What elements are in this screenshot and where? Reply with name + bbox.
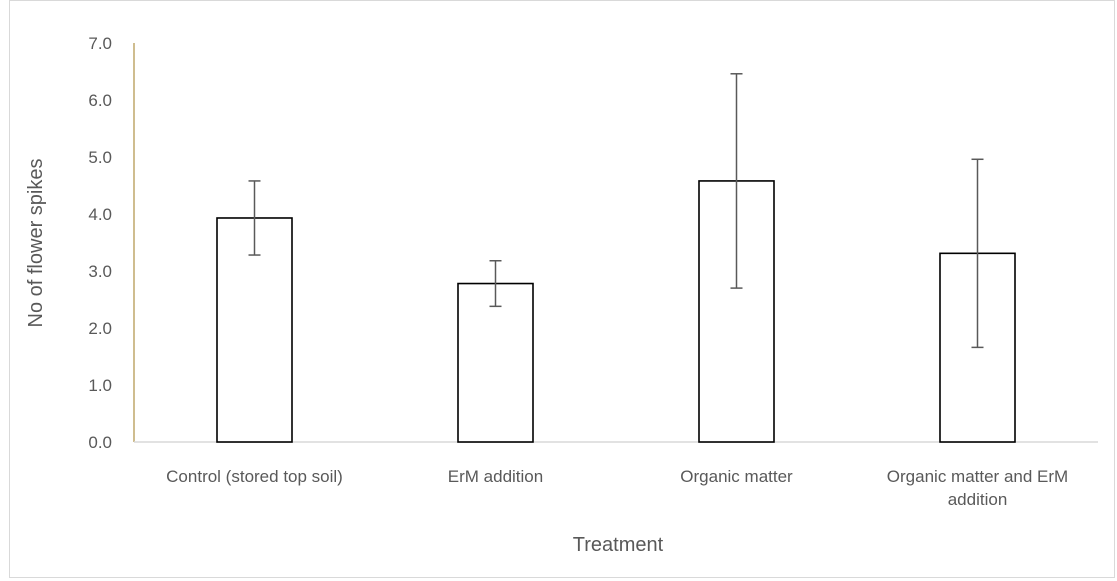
y-axis-title: No of flower spikes (25, 159, 47, 328)
category-label: Organic matter (680, 467, 793, 486)
bar (457, 282, 534, 443)
error-bar (730, 73, 743, 289)
y-tick-label: 0.0 (88, 433, 112, 452)
y-tick-label: 1.0 (88, 376, 112, 395)
category-label: Organic matter and ErM addition (887, 467, 1068, 509)
category-label: ErM addition (448, 467, 543, 486)
y-tick-label: 6.0 (88, 91, 112, 110)
y-tick-label: 3.0 (88, 262, 112, 281)
y-tick-label: 2.0 (88, 319, 112, 338)
x-axis-title: Treatment (573, 534, 664, 556)
error-bar (248, 180, 261, 256)
y-tick-label: 4.0 (88, 205, 112, 224)
chart-frame: 0.0 1.0 2.0 3.0 4.0 5.0 6.0 7.0 Control (stored… (9, 0, 1115, 578)
error-bar (971, 158, 984, 349)
error-bar (489, 259, 502, 308)
y-tick-label: 7.0 (88, 34, 112, 53)
category-label: Control (stored top soil) (166, 467, 343, 486)
y-tick-label: 5.0 (88, 148, 112, 167)
